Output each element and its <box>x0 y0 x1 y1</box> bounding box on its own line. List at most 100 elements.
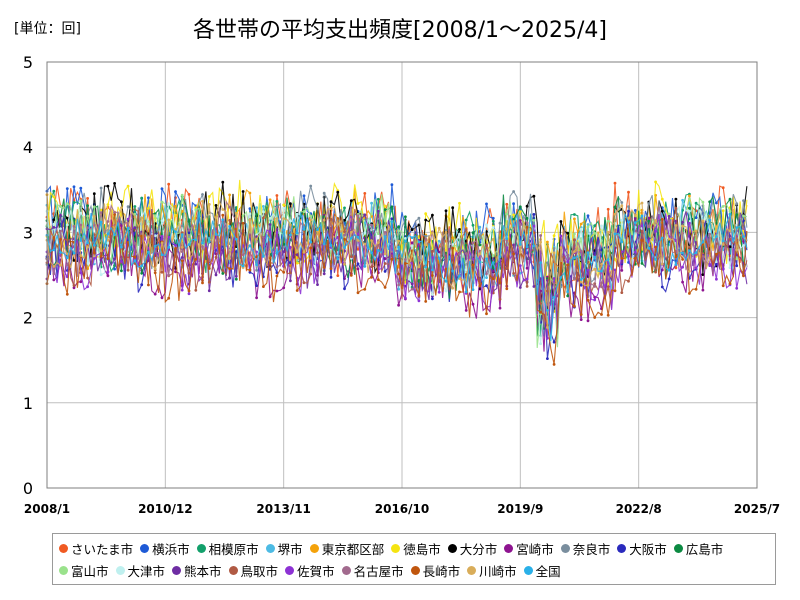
series-point <box>282 206 286 210</box>
series-point <box>546 240 549 244</box>
series-point <box>485 223 488 227</box>
series-point <box>518 286 522 289</box>
series-point <box>721 243 725 246</box>
series-point <box>701 255 705 258</box>
legend-label: 奈良市 <box>572 541 611 557</box>
series-point <box>512 190 515 193</box>
series-point <box>275 200 279 203</box>
series-point <box>735 264 739 268</box>
series-point <box>735 257 739 261</box>
series-point <box>92 192 96 196</box>
series-point <box>383 231 387 234</box>
series-point <box>187 289 191 293</box>
series-point <box>410 241 414 245</box>
x-tick-label: 2019/9 <box>497 502 543 516</box>
legend-item: 広島市 <box>673 537 724 559</box>
series-point <box>99 254 103 258</box>
series-point <box>207 195 211 198</box>
series-point <box>187 228 191 232</box>
series-point <box>376 209 380 213</box>
legend-marker <box>59 543 68 553</box>
series-point <box>688 292 691 295</box>
series-point <box>147 259 150 262</box>
series-point <box>255 237 258 241</box>
series-point <box>59 263 62 267</box>
series-point <box>688 221 691 225</box>
series-point <box>106 232 110 236</box>
series-point <box>228 267 232 271</box>
series-point <box>728 197 732 201</box>
y-tick-label: 3 <box>23 223 33 242</box>
series-point <box>234 206 238 209</box>
series-point <box>532 194 536 198</box>
series-point <box>647 225 651 229</box>
series-point <box>126 268 130 272</box>
series-point <box>363 265 367 268</box>
series-point <box>221 269 225 272</box>
series-point <box>86 285 89 289</box>
series-point <box>606 285 610 288</box>
series-point <box>498 306 502 310</box>
series-point <box>99 273 103 277</box>
series-point <box>688 209 691 213</box>
series-point <box>92 251 96 255</box>
series-point <box>464 218 468 222</box>
series-line <box>46 212 748 365</box>
series-point <box>187 193 191 196</box>
series-point <box>573 232 576 236</box>
series-point <box>106 238 110 242</box>
series-point <box>579 318 583 321</box>
legend-label: 広島市 <box>685 541 724 557</box>
series-point <box>343 206 346 210</box>
series-point <box>721 267 725 271</box>
series-point <box>343 287 346 291</box>
series-point <box>356 235 360 239</box>
series-point <box>52 272 56 276</box>
series-lines <box>45 179 748 366</box>
series-point <box>106 184 110 188</box>
series-point <box>478 225 482 229</box>
series-point <box>559 234 563 238</box>
series-point <box>214 255 218 259</box>
series-point <box>431 297 434 301</box>
series-point <box>336 222 340 226</box>
series-point <box>552 363 556 366</box>
series-point <box>282 228 286 232</box>
series-point <box>79 211 83 215</box>
series-point <box>72 225 76 228</box>
legend: さいたま市 横浜市 相模原市 堺市 東京都区部 徳島市 大分市 宮崎市 奈良市 大阪市 広島市 富山市… <box>52 533 776 585</box>
series-point <box>701 288 705 292</box>
series-point <box>458 252 461 256</box>
series-point <box>681 280 684 284</box>
series-point <box>160 219 164 223</box>
series-point <box>113 233 116 237</box>
series-line <box>46 194 748 337</box>
series-point <box>120 220 123 224</box>
series-point <box>633 217 637 220</box>
series-point <box>275 265 279 269</box>
series-point <box>674 263 678 266</box>
series-point <box>120 224 123 228</box>
series-point <box>207 280 211 284</box>
y-tick-label: 5 <box>23 53 33 72</box>
series-point <box>397 229 400 233</box>
series-point <box>79 271 83 275</box>
series-point <box>140 216 144 220</box>
legend-label: 横浜市 <box>152 541 190 557</box>
series-point <box>539 234 542 237</box>
series-point <box>606 313 610 317</box>
series-point <box>688 249 691 253</box>
series-point <box>579 227 583 231</box>
series-point <box>52 278 56 282</box>
series-point <box>579 313 583 316</box>
series-point <box>120 200 123 204</box>
series-point <box>444 231 448 234</box>
series-point <box>701 200 705 204</box>
series-point <box>512 224 515 227</box>
series-point <box>262 205 265 208</box>
series-point <box>255 255 258 259</box>
legend-item: 全国 <box>523 559 561 581</box>
series-point <box>180 288 184 292</box>
series-point <box>735 286 739 290</box>
series-point <box>275 271 279 275</box>
